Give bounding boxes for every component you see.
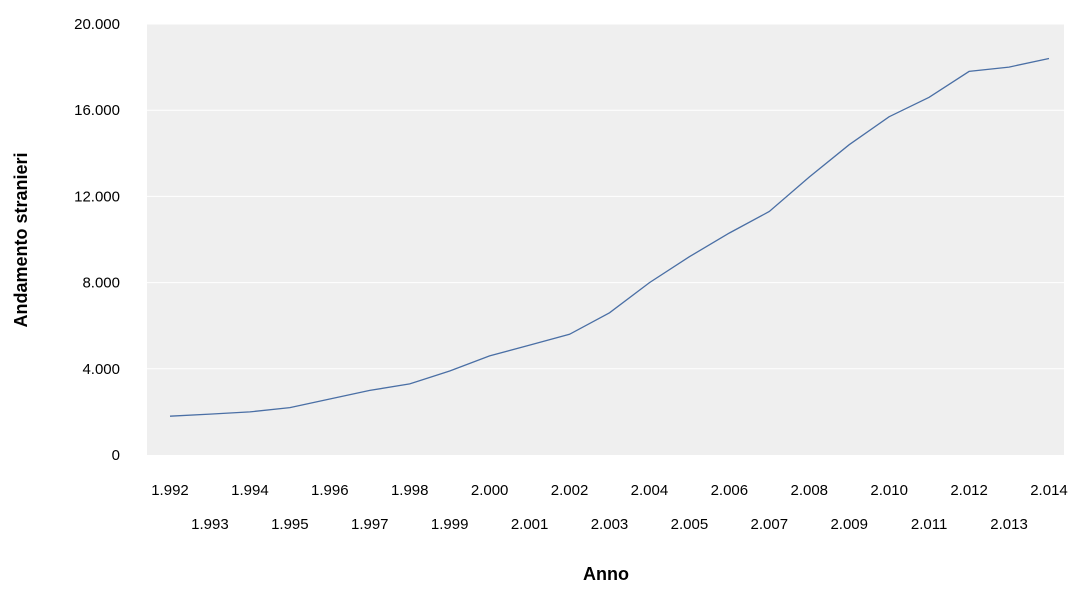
y-tick-label: 8.000 (82, 275, 120, 292)
y-tick-label: 16.000 (74, 102, 120, 119)
x-axis-title: Anno (583, 564, 629, 584)
x-tick-label: 2.005 (671, 516, 709, 533)
x-tick-label: 2.012 (950, 482, 988, 499)
x-tick-label: 2.007 (751, 516, 789, 533)
x-tick-label: 2.002 (551, 482, 589, 499)
x-axis-ticks: 1.9921.9931.9941.9951.9961.9971.9981.999… (151, 482, 1068, 533)
x-tick-label: 1.998 (391, 482, 429, 499)
plot-area (147, 24, 1064, 455)
y-axis-title: Andamento stranieri (11, 152, 31, 327)
x-tick-label: 1.995 (271, 516, 309, 533)
x-tick-label: 2.009 (830, 516, 868, 533)
x-tick-label: 1.992 (151, 482, 189, 499)
x-tick-label: 1.999 (431, 516, 469, 533)
y-tick-label: 0 (112, 447, 120, 464)
x-tick-label: 2.014 (1030, 482, 1068, 499)
x-tick-label: 1.994 (231, 482, 269, 499)
y-axis-ticks: 0 4.000 8.000 12.000 16.000 20.000 (74, 16, 120, 464)
x-tick-label: 1.997 (351, 516, 389, 533)
x-tick-label: 2.006 (711, 482, 749, 499)
x-tick-label: 1.996 (311, 482, 349, 499)
y-tick-label: 12.000 (74, 188, 120, 205)
x-tick-label: 2.010 (870, 482, 908, 499)
x-tick-label: 2.013 (990, 516, 1028, 533)
x-tick-label: 1.993 (191, 516, 229, 533)
gridlines (147, 23, 1064, 370)
x-tick-label: 2.011 (911, 516, 947, 533)
x-tick-label: 2.001 (511, 516, 549, 533)
y-tick-label: 20.000 (74, 16, 120, 33)
x-tick-label: 2.008 (790, 482, 828, 499)
y-tick-label: 4.000 (82, 361, 120, 378)
series-line (169, 57, 1050, 417)
x-tick-label: 2.000 (471, 482, 509, 499)
x-tick-label: 2.004 (631, 482, 669, 499)
x-tick-label: 2.003 (591, 516, 629, 533)
